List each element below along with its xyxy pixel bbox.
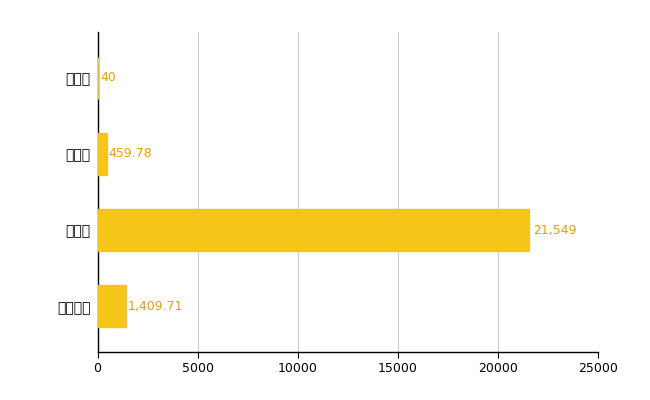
Text: 40: 40	[100, 71, 116, 84]
Bar	[98, 133, 107, 175]
Bar	[98, 209, 529, 251]
Bar	[98, 285, 125, 327]
Text: 1,409.71: 1,409.71	[127, 300, 183, 313]
Text: 21,549: 21,549	[533, 224, 577, 236]
Text: 459.78: 459.78	[109, 148, 152, 160]
